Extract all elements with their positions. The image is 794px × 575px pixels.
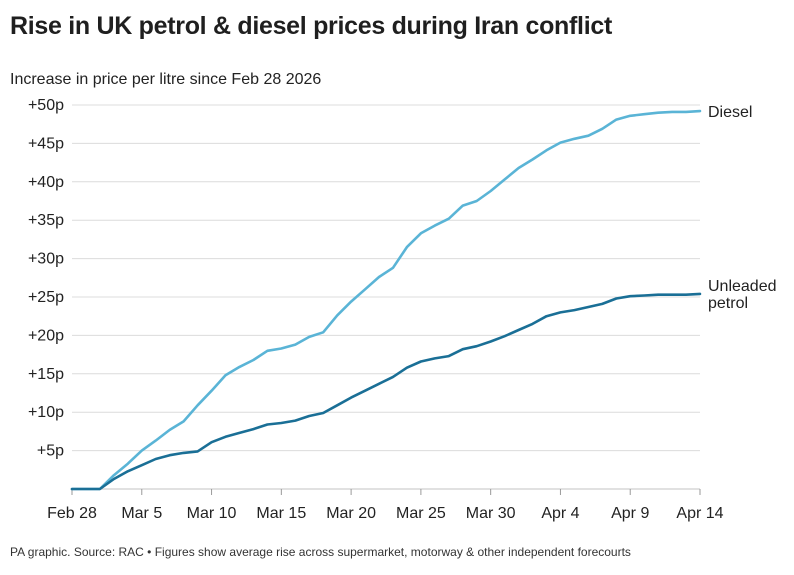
chart-subtitle: Increase in price per litre since Feb 28… [10,71,322,88]
y-tick-label: +25p [28,289,64,306]
chart-footer: PA graphic. Source: RAC • Figures show a… [10,545,631,559]
series-lines [70,109,702,491]
x-tick-label: Mar 10 [187,505,237,522]
series-line-unleaded-petrol [70,292,702,491]
y-tick-label: +35p [28,212,64,229]
y-tick-label: +20p [28,327,64,344]
series-label: Diesel [708,104,752,121]
x-tick-label: Mar 20 [326,505,376,522]
x-tick-label: Mar 30 [466,505,516,522]
y-tick-label: +10p [28,404,64,421]
series-line-diesel [70,109,702,491]
x-tick-label: Apr 9 [611,505,649,522]
series-labels: Diesel Unleaded petrol [708,104,777,312]
y-tick-label: +30p [28,251,64,268]
x-tick-label: Mar 15 [256,505,306,522]
x-tick-label: Mar 5 [121,505,162,522]
series-label: Unleaded petrol [708,278,777,312]
x-tick-label: Apr 14 [676,505,723,522]
y-tick-label: +45p [28,135,64,152]
y-tick-label: +5p [37,443,64,460]
axes: +5p +10p +15p +20p +25p +30p +35p +40p +45p +50p F… [28,97,724,522]
x-tick-label: Apr 4 [541,505,579,522]
chart-title: Rise in UK petrol & diesel prices during… [10,12,612,40]
y-tick-label: +40p [28,174,64,191]
y-tick-label: +50p [28,97,64,114]
x-tick-label: Feb 28 [47,505,97,522]
x-tick-label: Mar 25 [396,505,446,522]
y-tick-label: +15p [28,366,64,383]
gridlines [72,104,700,452]
